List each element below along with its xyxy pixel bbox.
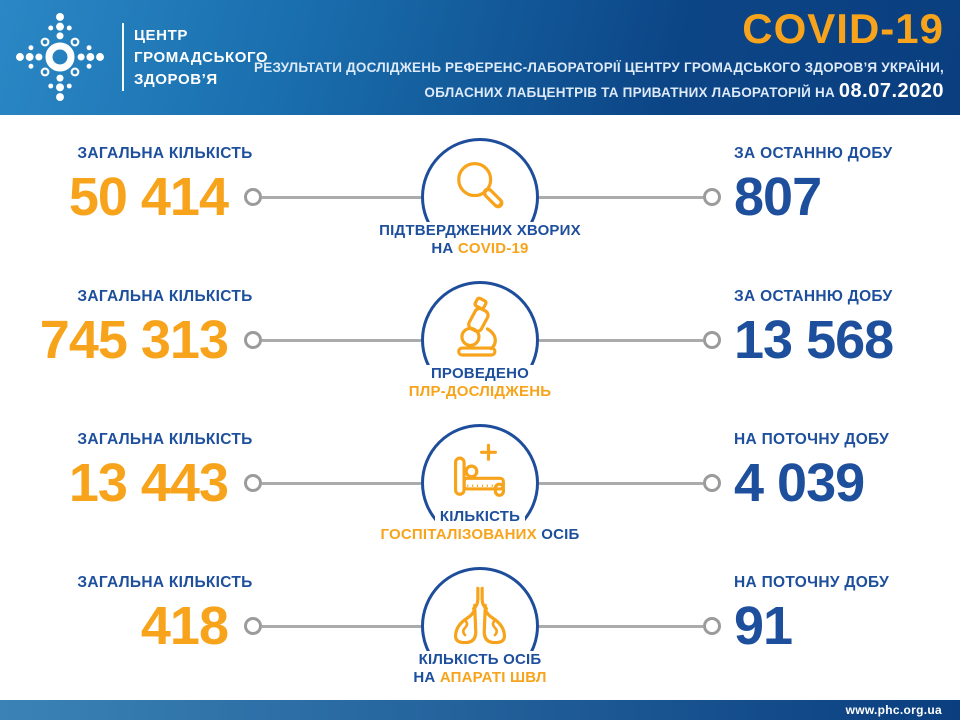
connector-line xyxy=(262,196,421,199)
period-label: НА ПОТОЧНУ ДОБУ xyxy=(734,574,890,591)
total-value: 50 414 xyxy=(68,167,229,227)
caption-line1: ПРОВЕДЕНО xyxy=(425,365,535,383)
period-value: 4 039 xyxy=(734,453,865,513)
icon-caption: ПРОВЕДЕНО ПЛР-ДОСЛІДЖЕНЬ xyxy=(305,365,655,401)
connector-dot xyxy=(703,474,721,492)
report-date: 08.07.2020 xyxy=(838,80,944,102)
period-label: НА ПОТОЧНУ ДОБУ xyxy=(734,431,890,448)
connector-dot xyxy=(244,617,262,635)
stat-row-hospitalized: ЗАГАЛЬНА КІЛЬКІСТЬ 13 443 КІЛЬКІСТЬ ГОСП xyxy=(0,404,960,547)
connector-line xyxy=(539,625,703,628)
caption-part: COVID-19 xyxy=(457,240,529,257)
connector-dot xyxy=(244,331,262,349)
org-name-line: ГРОМАДСЬКОГО xyxy=(134,49,269,66)
period-value: 91 xyxy=(734,596,793,656)
connector-dot xyxy=(244,188,262,206)
caption-part: ПЛР-ДОСЛІДЖЕНЬ xyxy=(408,383,552,400)
connector-line xyxy=(262,625,421,628)
stat-row-confirmed: ЗАГАЛЬНА КІЛЬКІСТЬ 50 414 ПІДТВЕРДЖЕНИХ … xyxy=(0,118,960,261)
connector-dot xyxy=(703,188,721,206)
page-title: COVID-19 xyxy=(742,5,944,52)
magnifier-icon xyxy=(457,162,504,209)
connector-line xyxy=(539,482,703,485)
subtitle-line2-text: ОБЛАСНИХ ЛАБЦЕНТРІВ ТА ПРИВАТНИХ ЛАБОРАТ… xyxy=(424,85,839,100)
total-value: 418 xyxy=(140,596,229,656)
total-label: ЗАГАЛЬНА КІЛЬКІСТЬ xyxy=(77,288,253,305)
period-label: ЗА ОСТАННЮ ДОБУ xyxy=(734,288,893,305)
org-name-line: ЗДОРОВ’Я xyxy=(134,71,218,88)
icon-caption: ПІДТВЕРДЖЕНИХ ХВОРИХ НА COVID-19 xyxy=(305,222,655,258)
period-label: ЗА ОСТАННЮ ДОБУ xyxy=(734,145,893,162)
subtitle-line1: РЕЗУЛЬТАТИ ДОСЛІДЖЕНЬ РЕФЕРЕНС-ЛАБОРАТОР… xyxy=(254,60,944,75)
total-label: ЗАГАЛЬНА КІЛЬКІСТЬ xyxy=(77,145,253,162)
icon-caption: КІЛЬКІСТЬ ГОСПІТАЛІЗОВАНИХ ОСІБ xyxy=(305,508,655,544)
hospital-bed-icon xyxy=(453,443,505,497)
caption-line1: КІЛЬКІСТЬ ОСІБ xyxy=(413,651,547,669)
caption-line1: КІЛЬКІСТЬ xyxy=(434,508,526,526)
caption-line1: ПІДТВЕРДЖЕНИХ ХВОРИХ xyxy=(374,222,586,240)
stat-row-ventilators: ЗАГАЛЬНА КІЛЬКІСТЬ 418 КІЛЬКІСТЬ ОСІБ НА… xyxy=(0,547,960,690)
connector-line xyxy=(262,482,421,485)
org-name: ЦЕНТР ГРОМАДСЬКОГО ЗДОРОВ’Я xyxy=(134,25,268,91)
total-label: ЗАГАЛЬНА КІЛЬКІСТЬ xyxy=(77,431,253,448)
website-url: www.phc.org.ua xyxy=(845,703,942,717)
stat-row-pcr-tests: ЗАГАЛЬНА КІЛЬКІСТЬ 745 313 ПРОВЕДЕНО ПЛР… xyxy=(0,261,960,404)
subtitle-line2: ОБЛАСНИХ ЛАБЦЕНТРІВ ТА ПРИВАТНИХ ЛАБОРАТ… xyxy=(424,80,944,103)
total-label: ЗАГАЛЬНА КІЛЬКІСТЬ xyxy=(77,574,253,591)
phc-logo-icon xyxy=(16,13,104,101)
period-value: 13 568 xyxy=(734,310,894,370)
caption-part: НА xyxy=(413,669,440,686)
caption-part: ОСІБ xyxy=(536,526,580,543)
footer-bar: www.phc.org.ua xyxy=(0,700,960,720)
connector-line xyxy=(262,339,421,342)
total-value: 745 313 xyxy=(39,310,229,370)
header-divider xyxy=(122,23,124,91)
caption-part: АПАРАТІ ШВЛ xyxy=(439,669,547,686)
icon-caption: КІЛЬКІСТЬ ОСІБ НА АПАРАТІ ШВЛ xyxy=(305,651,655,687)
caption-part: ГОСПІТАЛІЗОВАНИХ xyxy=(380,526,537,543)
total-value: 13 443 xyxy=(68,453,229,513)
period-value: 807 xyxy=(734,167,822,227)
lungs-icon xyxy=(453,586,507,645)
connector-line xyxy=(539,196,703,199)
connector-dot xyxy=(703,617,721,635)
connector-dot xyxy=(244,474,262,492)
connector-dot xyxy=(703,331,721,349)
header-banner: ЦЕНТР ГРОМАДСЬКОГО ЗДОРОВ’Я COVID-19 РЕЗ… xyxy=(0,0,960,115)
org-name-line: ЦЕНТР xyxy=(134,27,188,44)
caption-part: НА xyxy=(431,240,458,257)
microscope-icon xyxy=(457,296,497,357)
connector-line xyxy=(539,339,703,342)
